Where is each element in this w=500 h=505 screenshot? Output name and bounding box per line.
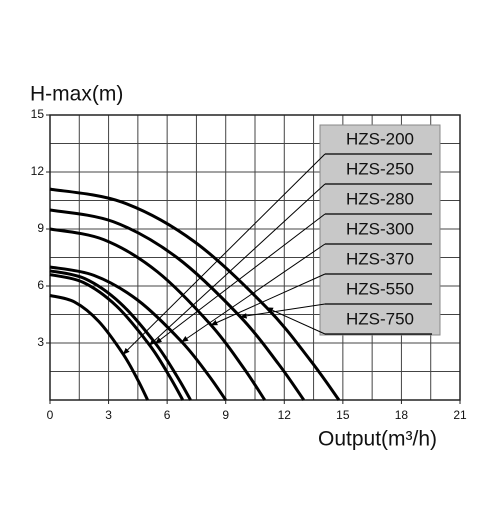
x-tick-label: 9	[222, 408, 229, 422]
y-axis-label: H-max(m)	[30, 83, 123, 106]
y-tick-label: 9	[37, 221, 44, 235]
legend-arrow	[181, 243, 326, 343]
x-tick-label: 18	[395, 408, 409, 422]
legend-arrow	[154, 213, 326, 344]
legend-arrow	[239, 303, 326, 319]
y-tick-label: 6	[37, 278, 44, 292]
x-tick-label: 6	[164, 408, 171, 422]
curve	[49, 294, 149, 401]
curve	[49, 273, 185, 401]
curve	[49, 265, 227, 401]
curve	[49, 187, 341, 401]
y-tick-label: 15	[31, 107, 45, 121]
legend-label: HZS-370	[346, 249, 414, 268]
legend-label: HZS-280	[346, 189, 414, 208]
legend-arrow	[122, 153, 326, 355]
legend-arrow	[149, 183, 326, 346]
legend-label: HZS-250	[346, 159, 414, 178]
x-axis-label: Output(m³/h)	[318, 428, 437, 451]
plot-frame	[49, 114, 461, 401]
legend-arrow	[210, 273, 326, 326]
x-tick-label: 12	[278, 408, 292, 422]
legend-label: HZS-550	[346, 279, 414, 298]
legend-label: HZS-200	[346, 129, 414, 148]
legend-label: HZS-750	[346, 309, 414, 328]
x-tick-label: 0	[47, 408, 54, 422]
x-tick-label: 15	[336, 408, 350, 422]
x-tick-label: 3	[105, 408, 112, 422]
curve	[49, 269, 192, 401]
curve	[49, 208, 306, 401]
legend-box	[319, 124, 441, 336]
y-tick-label: 3	[37, 335, 44, 349]
legend-label: HZS-300	[346, 219, 414, 238]
x-tick-label: 21	[453, 408, 467, 422]
legend-arrow	[266, 307, 326, 335]
y-tick-label: 12	[31, 164, 45, 178]
curve	[49, 227, 267, 401]
